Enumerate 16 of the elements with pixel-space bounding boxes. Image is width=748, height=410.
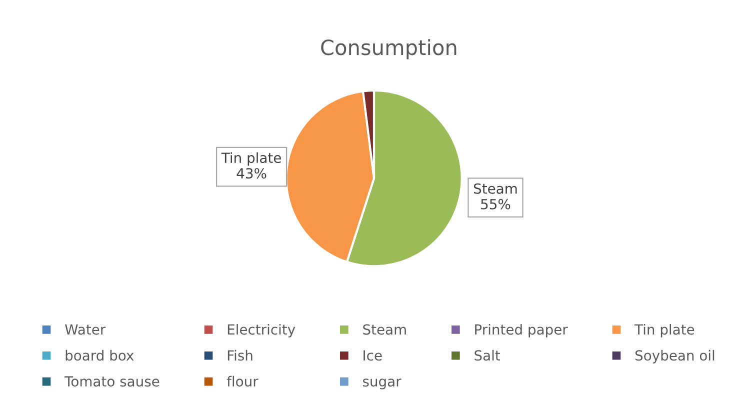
legend-label: Tomato sause	[64, 376, 160, 387]
legend-label: Salt	[474, 350, 500, 361]
legend-label: Tin plate	[634, 324, 694, 338]
legend-label: board box	[66, 350, 134, 361]
legend-label: Soybean oil	[635, 350, 714, 364]
data-label: Tin plate 43%	[221, 152, 281, 179]
legend-label: flour	[226, 376, 258, 387]
legend-label: Electricity	[228, 324, 296, 338]
legend-label: Fish	[228, 350, 252, 361]
chart-title: Consumption	[321, 39, 456, 60]
legend-label: Water	[65, 324, 106, 335]
legend-label: Steam	[363, 324, 406, 335]
data-label: Steam 55%	[474, 183, 517, 210]
legend-label: Ice	[364, 350, 382, 361]
legend-label: sugar	[362, 378, 402, 390]
legend-label: Printed paper	[475, 324, 568, 338]
